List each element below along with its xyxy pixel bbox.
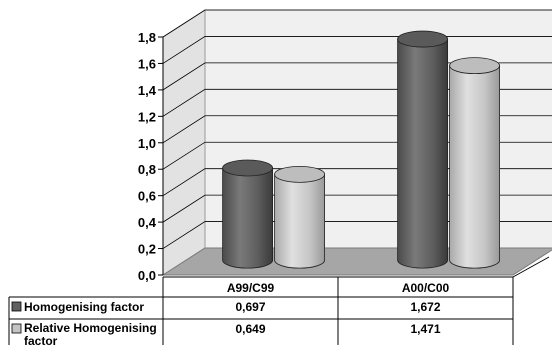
- y-tick-label: 0,8: [138, 162, 156, 177]
- y-tick-label: 1,0: [138, 136, 156, 151]
- data-label: 0,697: [235, 300, 265, 314]
- y-tick-label: 1,4: [138, 83, 157, 98]
- x-category-label: A99/C99: [227, 281, 275, 295]
- cylinder-homogenising-1: [397, 30, 449, 269]
- data-label: 0,649: [235, 322, 265, 336]
- legend-label: Relative Homogenising factor: [24, 321, 157, 347]
- y-tick-label: 0,6: [138, 189, 156, 204]
- cylinder-body: [222, 167, 273, 269]
- x-category-label: A00/C00: [402, 281, 450, 295]
- cylinder-top: [449, 57, 501, 75]
- cylinder-top: [274, 165, 326, 183]
- y-tick-label: 1,8: [138, 30, 156, 45]
- data-label: 1,471: [410, 322, 440, 336]
- legend-label: Homogenising factor: [24, 300, 144, 314]
- cylinder-top: [397, 30, 449, 48]
- y-tick-label: 0,2: [138, 242, 156, 257]
- floor-edge: [512, 256, 550, 278]
- cylinder-body: [397, 38, 448, 269]
- cylinder-relative-homogenising-0: [274, 165, 326, 269]
- legend-swatch: [11, 301, 22, 312]
- data-label: 1,672: [410, 300, 440, 314]
- y-tick-label: 1,2: [138, 109, 156, 124]
- cylinder-top: [222, 159, 274, 177]
- y-tick-label: 0,0: [138, 268, 156, 283]
- y-tick-label: 0,4: [138, 215, 157, 230]
- cylinder-body: [274, 173, 325, 269]
- gridline: [162, 9, 552, 38]
- cylinder-relative-homogenising-1: [449, 57, 501, 269]
- legend-swatch: [11, 323, 22, 334]
- y-tick-label: 1,6: [138, 56, 156, 71]
- cylinder-homogenising-0: [222, 159, 274, 269]
- cylinder-body: [449, 65, 500, 269]
